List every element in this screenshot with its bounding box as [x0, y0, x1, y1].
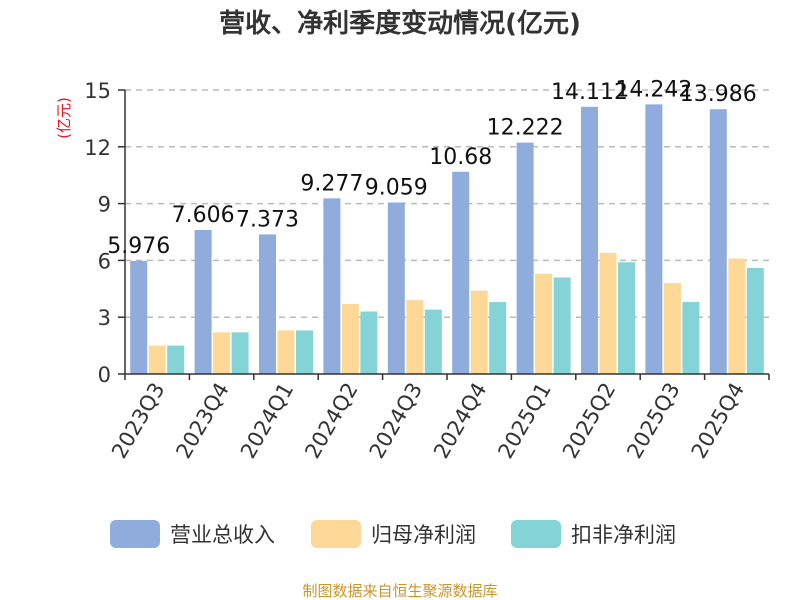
grid — [125, 89, 769, 318]
data-label: 13.986 — [680, 82, 757, 107]
bar-net-profit[interactable] — [663, 283, 681, 374]
x-tick-label: 2025Q1 — [493, 379, 555, 463]
bar-net-profit[interactable] — [341, 303, 359, 374]
legend-item-net-profit[interactable]: 归母净利润 — [311, 520, 476, 548]
bar-revenue[interactable] — [709, 109, 727, 375]
bar-net-profit[interactable] — [728, 258, 746, 374]
x-tick-label: 2024Q1 — [236, 379, 298, 463]
chart-title: 营收、净利季度变动情况(亿元) — [219, 8, 581, 39]
bar-net-profit[interactable] — [148, 345, 166, 374]
x-tick-label: 2025Q3 — [622, 379, 684, 463]
bar-net-profit[interactable] — [535, 273, 553, 374]
bar-revenue[interactable] — [452, 171, 470, 374]
bar-deducted-net-profit[interactable] — [618, 262, 635, 374]
data-label: 10.68 — [429, 145, 492, 170]
source-note: 制图数据来自恒生聚源数据库 — [302, 582, 497, 600]
bars — [130, 104, 764, 375]
data-label: 14.242 — [615, 77, 692, 102]
y-tick-label: 6 — [98, 249, 111, 273]
x-tick-label: 2024Q2 — [300, 379, 362, 463]
bar-net-profit[interactable] — [599, 252, 617, 374]
legend-item-revenue[interactable]: 营业总收入 — [110, 520, 275, 548]
bar-deducted-net-profit[interactable] — [489, 302, 507, 374]
data-label: 9.277 — [300, 171, 363, 196]
bar-deducted-net-profit[interactable] — [231, 332, 249, 374]
bar-deducted-net-profit[interactable] — [167, 345, 185, 374]
data-label: 9.059 — [365, 175, 428, 200]
bar-deducted-net-profit[interactable] — [424, 309, 442, 374]
y-tick-label: 3 — [98, 306, 111, 330]
data-label: 14.112 — [551, 80, 628, 105]
bar-revenue[interactable] — [387, 202, 405, 374]
data-label: 12.222 — [487, 116, 564, 141]
bar-revenue[interactable] — [323, 198, 341, 374]
x-tick-label: 2025Q2 — [558, 379, 620, 463]
x-tick-label: 2023Q4 — [171, 379, 233, 463]
bar-deducted-net-profit[interactable] — [682, 302, 700, 374]
legend-swatch — [311, 520, 361, 548]
bar-revenue[interactable] — [259, 234, 276, 374]
bar-deducted-net-profit[interactable] — [360, 311, 378, 374]
legend-label: 营业总收入 — [170, 523, 275, 547]
x-tick-label: 2024Q4 — [429, 379, 491, 463]
data-label: 7.606 — [172, 203, 235, 228]
bar-revenue[interactable] — [581, 106, 598, 374]
legend-swatch — [110, 520, 160, 548]
legend-label: 归母净利润 — [371, 523, 476, 547]
bar-net-profit[interactable] — [406, 300, 424, 374]
x-tick-label: 2023Q3 — [107, 379, 169, 463]
legend-item-deducted-net-profit[interactable]: 扣非净利润 — [511, 520, 676, 548]
bar-revenue[interactable] — [194, 229, 212, 374]
y-unit-label: (亿元) — [55, 97, 73, 139]
bar-deducted-net-profit[interactable] — [746, 267, 764, 374]
legend-label: 扣非净利润 — [571, 523, 676, 547]
y-tick-label: 15 — [84, 79, 111, 103]
x-tick-label: 2025Q4 — [687, 379, 749, 463]
bar-net-profit[interactable] — [213, 332, 231, 374]
data-label: 7.373 — [236, 207, 299, 232]
y-tick-label: 12 — [84, 136, 111, 160]
bar-revenue[interactable] — [645, 104, 663, 374]
bar-net-profit[interactable] — [470, 290, 488, 374]
y-tick-label: 0 — [98, 363, 111, 387]
bar-revenue[interactable] — [130, 260, 148, 374]
legend-swatch — [511, 520, 561, 548]
bar-deducted-net-profit[interactable] — [296, 330, 313, 374]
bar-net-profit[interactable] — [277, 330, 295, 374]
bar-revenue[interactable] — [516, 142, 534, 374]
legend[interactable]: 营业总收入 归母净利润 扣非净利润 — [110, 520, 676, 548]
y-tick-label: 9 — [98, 193, 111, 217]
bar-deducted-net-profit[interactable] — [553, 277, 571, 374]
data-label: 5.976 — [107, 234, 170, 259]
x-tick-label: 2024Q3 — [365, 379, 427, 463]
